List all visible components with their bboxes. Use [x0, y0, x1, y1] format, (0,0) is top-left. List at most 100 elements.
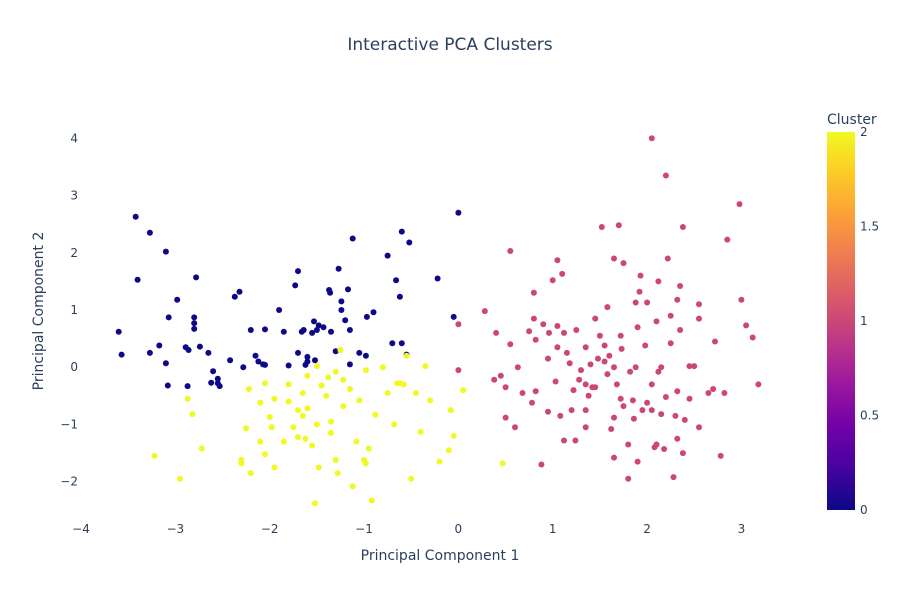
cluster-1-point[interactable] — [561, 329, 567, 336]
cluster-1-point[interactable] — [629, 397, 636, 404]
cluster-2-point[interactable] — [262, 380, 268, 387]
cluster-1-point[interactable] — [636, 288, 643, 295]
cluster-2-point[interactable] — [340, 376, 347, 383]
cluster-1-series[interactable] — [455, 135, 762, 482]
cluster-1-point[interactable] — [686, 363, 693, 370]
cluster-0-point[interactable] — [332, 348, 339, 355]
cluster-1-point[interactable] — [679, 224, 686, 230]
cluster-1-point[interactable] — [455, 321, 462, 328]
cluster-1-point[interactable] — [507, 341, 514, 348]
cluster-0-point[interactable] — [434, 275, 441, 282]
cluster-1-point[interactable] — [604, 304, 611, 311]
cluster-2-point[interactable] — [340, 403, 347, 410]
cluster-1-point[interactable] — [664, 255, 671, 262]
cluster-1-point[interactable] — [572, 437, 579, 444]
cluster-2-point[interactable] — [328, 430, 334, 436]
cluster-1-point[interactable] — [611, 454, 617, 461]
cluster-2-point[interactable] — [177, 475, 184, 482]
cluster-0-point[interactable] — [338, 298, 345, 305]
cluster-0-point[interactable] — [185, 347, 192, 353]
cluster-2-point[interactable] — [349, 483, 356, 490]
cluster-0-point[interactable] — [315, 322, 322, 329]
cluster-1-point[interactable] — [561, 437, 567, 444]
cluster-0-point[interactable] — [191, 325, 198, 332]
cluster-1-point[interactable] — [670, 474, 677, 481]
cluster-2-point[interactable] — [356, 397, 363, 404]
cluster-2-point[interactable] — [245, 386, 252, 392]
cluster-0-point[interactable] — [346, 327, 353, 333]
cluster-1-point[interactable] — [512, 424, 518, 431]
cluster-2-point[interactable] — [198, 445, 205, 452]
cluster-2-point[interactable] — [412, 390, 419, 396]
cluster-1-point[interactable] — [710, 386, 717, 392]
cluster-1-point[interactable] — [455, 367, 462, 374]
cluster-1-point[interactable] — [662, 394, 669, 400]
cluster-0-point[interactable] — [356, 349, 363, 356]
cluster-0-point[interactable] — [370, 309, 377, 316]
cluster-1-point[interactable] — [611, 414, 617, 421]
cluster-1-point[interactable] — [546, 329, 552, 336]
cluster-0-point[interactable] — [342, 317, 349, 324]
cluster-1-point[interactable] — [611, 364, 617, 371]
cluster-1-point[interactable] — [554, 257, 561, 264]
cluster-2-point[interactable] — [266, 414, 273, 420]
cluster-0-point[interactable] — [162, 360, 169, 367]
cluster-2-point[interactable] — [499, 460, 506, 467]
cluster-1-point[interactable] — [563, 349, 570, 356]
cluster-2-point[interactable] — [257, 399, 264, 406]
cluster-2-point[interactable] — [332, 368, 339, 375]
cluster-2-point[interactable] — [285, 398, 292, 405]
cluster-1-point[interactable] — [582, 381, 589, 388]
cluster-1-point[interactable] — [592, 384, 599, 391]
cluster-0-point[interactable] — [346, 361, 353, 368]
cluster-1-point[interactable] — [672, 412, 679, 419]
cluster-2-point[interactable] — [334, 470, 341, 477]
cluster-2-point[interactable] — [285, 381, 292, 388]
cluster-2-point[interactable] — [325, 374, 332, 381]
cluster-1-point[interactable] — [615, 222, 622, 229]
cluster-0-point[interactable] — [240, 364, 247, 371]
cluster-0-point[interactable] — [193, 274, 200, 281]
cluster-2-point[interactable] — [445, 447, 452, 454]
cluster-0-point[interactable] — [196, 343, 203, 350]
cluster-1-point[interactable] — [686, 395, 693, 402]
cluster-2-point[interactable] — [400, 381, 407, 388]
cluster-1-point[interactable] — [481, 308, 488, 315]
cluster-1-point[interactable] — [653, 318, 660, 325]
cluster-1-point[interactable] — [655, 368, 662, 375]
cluster-0-point[interactable] — [216, 383, 223, 390]
cluster-2-point[interactable] — [422, 363, 429, 370]
cluster-1-point[interactable] — [578, 367, 584, 374]
cluster-2-point[interactable] — [353, 438, 360, 445]
cluster-1-point[interactable] — [502, 384, 509, 391]
cluster-0-point[interactable] — [205, 349, 212, 356]
cluster-0-point[interactable] — [362, 352, 369, 359]
cluster-1-point[interactable] — [674, 296, 681, 303]
cluster-1-point[interactable] — [568, 407, 575, 414]
cluster-0-point[interactable] — [311, 318, 317, 325]
cluster-1-point[interactable] — [604, 371, 611, 378]
cluster-1-point[interactable] — [554, 344, 561, 351]
cluster-1-point[interactable] — [557, 412, 564, 419]
cluster-1-point[interactable] — [662, 172, 669, 179]
cluster-1-point[interactable] — [648, 381, 655, 388]
cluster-1-point[interactable] — [625, 441, 632, 448]
cluster-1-point[interactable] — [592, 315, 599, 322]
cluster-2-point[interactable] — [268, 424, 275, 431]
cluster-0-point[interactable] — [345, 286, 351, 293]
cluster-1-point[interactable] — [724, 236, 731, 243]
cluster-1-point[interactable] — [691, 363, 698, 370]
cluster-1-point[interactable] — [611, 255, 617, 262]
cluster-2-point[interactable] — [318, 382, 325, 389]
cluster-1-point[interactable] — [634, 324, 641, 331]
cluster-1-point[interactable] — [717, 452, 724, 459]
cluster-1-point[interactable] — [529, 399, 535, 406]
cluster-1-point[interactable] — [514, 364, 521, 371]
cluster-0-point[interactable] — [363, 313, 370, 320]
cluster-1-point[interactable] — [493, 329, 500, 336]
cluster-2-point[interactable] — [243, 425, 250, 432]
cluster-2-point[interactable] — [295, 434, 301, 440]
cluster-1-point[interactable] — [696, 301, 702, 308]
cluster-1-point[interactable] — [653, 441, 660, 448]
cluster-2-point[interactable] — [346, 386, 353, 392]
